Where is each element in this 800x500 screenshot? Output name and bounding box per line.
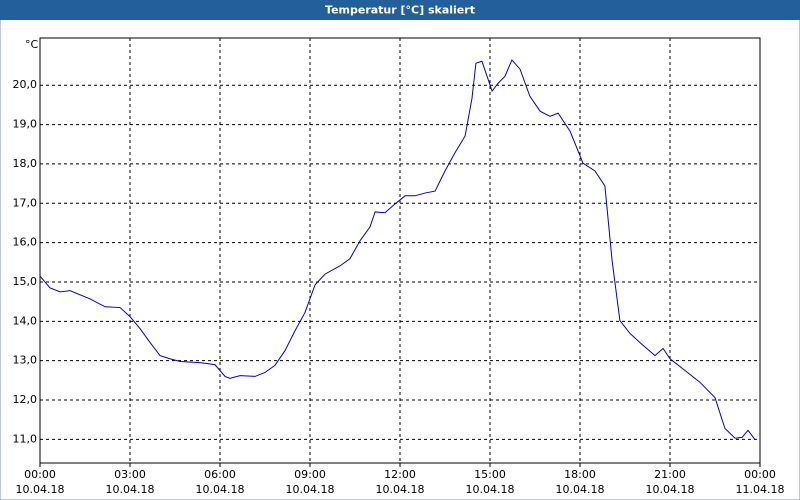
x-tick-date: 10.04.18 xyxy=(16,483,65,496)
chart-title: Temperatur [°C] skaliert xyxy=(325,4,475,17)
x-tick-label: 12:00 xyxy=(384,468,416,481)
title-bar xyxy=(0,0,800,20)
x-tick-date: 11.04.18 xyxy=(736,483,785,496)
x-tick-label: 09:00 xyxy=(294,468,326,481)
y-tick-label: 16,0 xyxy=(13,236,38,249)
y-tick-label: 20,0 xyxy=(13,78,38,91)
x-tick-label: 21:00 xyxy=(654,468,686,481)
x-tick-label: 03:00 xyxy=(114,468,146,481)
y-tick-label: 19,0 xyxy=(13,118,38,131)
y-tick-label: 18,0 xyxy=(13,157,38,170)
x-tick-date: 10.04.18 xyxy=(376,483,425,496)
x-tick-label: 18:00 xyxy=(564,468,596,481)
x-tick-date: 10.04.18 xyxy=(646,483,695,496)
x-tick-date: 10.04.18 xyxy=(106,483,155,496)
y-unit: °C xyxy=(25,38,39,51)
y-tick-label: 14,0 xyxy=(13,314,38,327)
x-tick-label: 00:00 xyxy=(744,468,776,481)
x-tick-date: 10.04.18 xyxy=(466,483,515,496)
y-tick-label: 13,0 xyxy=(13,354,38,367)
y-tick-label: 12,0 xyxy=(13,393,38,406)
y-tick-label: 11,0 xyxy=(13,432,38,445)
y-tick-label: 15,0 xyxy=(13,275,38,288)
x-tick-date: 10.04.18 xyxy=(286,483,335,496)
x-tick-label: 06:00 xyxy=(204,468,236,481)
y-tick-label: 17,0 xyxy=(13,196,38,209)
x-tick-label: 15:00 xyxy=(474,468,506,481)
x-tick-date: 10.04.18 xyxy=(556,483,605,496)
x-tick-date: 10.04.18 xyxy=(196,483,245,496)
temperature-line xyxy=(39,59,756,440)
x-tick-label: 00:00 xyxy=(24,468,56,481)
